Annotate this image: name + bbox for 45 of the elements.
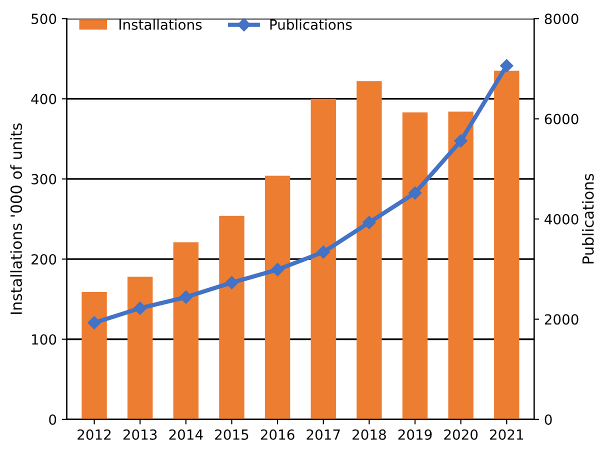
bar xyxy=(173,242,199,420)
bar xyxy=(356,81,382,420)
point xyxy=(316,245,330,259)
point xyxy=(408,186,422,200)
point xyxy=(179,290,192,304)
bar xyxy=(494,70,520,420)
bar xyxy=(127,276,153,420)
x-tick-label: 2018 xyxy=(352,429,386,440)
legend-label: Publications xyxy=(270,19,352,30)
y2-axis-title: Publications xyxy=(582,174,594,264)
x-tick-label: 2013 xyxy=(123,429,157,440)
y2-tick-label: 2000 xyxy=(544,314,578,325)
point xyxy=(134,302,147,315)
point xyxy=(225,276,238,290)
x-tick-label: 2020 xyxy=(444,429,478,440)
y-tick-label: 300 xyxy=(32,174,56,184)
y2-tick-label: 6000 xyxy=(544,114,578,124)
x-tick-label: 2014 xyxy=(169,429,203,440)
x-tick-label: 2012 xyxy=(78,429,111,440)
x-tick-label: 2017 xyxy=(306,429,340,440)
bar xyxy=(264,176,290,420)
point xyxy=(270,263,284,276)
y-tick-label: 500 xyxy=(32,14,56,24)
x-tick-label: 2015 xyxy=(215,429,248,440)
y-axis-title: Installations '000 of units xyxy=(10,123,22,314)
point xyxy=(362,216,376,230)
point xyxy=(88,316,101,330)
bar xyxy=(219,216,244,420)
y2-tick-label: 8000 xyxy=(544,14,578,24)
point xyxy=(500,59,514,72)
legend-label: Installations xyxy=(120,19,202,30)
x-tick-label: 2021 xyxy=(490,429,524,440)
y-tick-label: 100 xyxy=(32,334,56,345)
x-tick-label: 2019 xyxy=(398,429,432,440)
point xyxy=(454,134,468,148)
x-tick-label: 2016 xyxy=(260,429,294,440)
y2-tick-label: 4000 xyxy=(544,214,578,224)
bar xyxy=(402,112,428,420)
y-tick-label: 200 xyxy=(32,254,56,265)
y2-tick-label: 0 xyxy=(544,414,552,425)
bar xyxy=(82,292,107,420)
y-tick-label: 0 xyxy=(49,414,56,425)
bar xyxy=(448,112,474,420)
y-tick-label: 400 xyxy=(31,94,56,104)
bar xyxy=(310,98,336,420)
